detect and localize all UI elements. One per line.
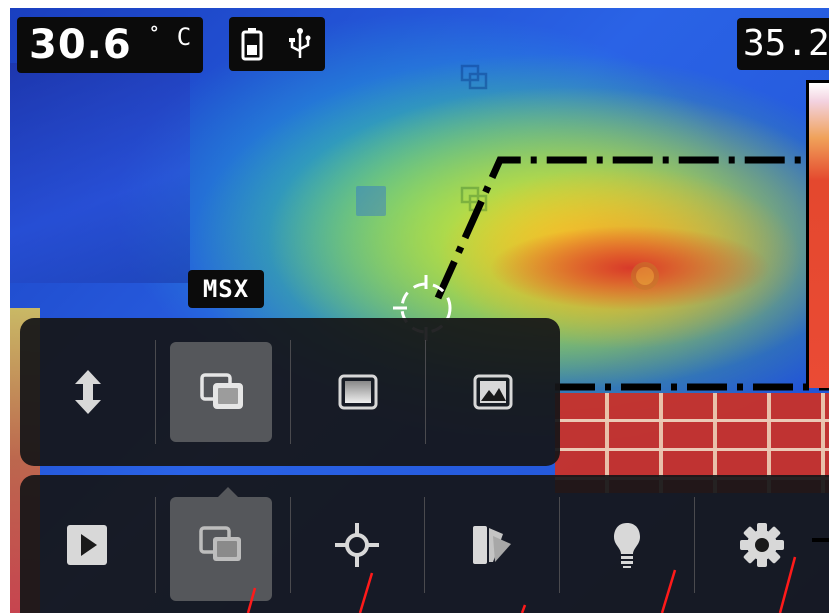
temperature-scale-bar [806, 80, 829, 388]
measurement-button[interactable] [289, 475, 425, 613]
adjust-vertical-icon [74, 370, 101, 414]
temperature-readout: 30.6 ° C [17, 17, 204, 73]
temperature-value: 30.6 [29, 22, 132, 68]
thermal-image-button[interactable] [290, 318, 425, 466]
image-mode-menu [20, 318, 560, 466]
lamp-icon [613, 523, 640, 568]
visual-image-button[interactable] [425, 318, 560, 466]
picture-in-picture-icon [199, 373, 243, 409]
image-mode-icon [199, 526, 242, 561]
temperature-degree-symbol: ° [149, 23, 159, 44]
crosshair-icon [335, 523, 380, 567]
scale-max-temperature: 35.2 [737, 18, 829, 70]
main-toolbar [20, 475, 829, 613]
ghost-lamp-icon [631, 262, 659, 290]
lamp-button[interactable] [559, 475, 694, 613]
image-mode-button[interactable] [154, 475, 290, 613]
vertical-adjust-button[interactable] [20, 318, 155, 466]
temperature-unit: C [176, 23, 192, 51]
msx-mode-label: MSX [188, 270, 264, 308]
settings-button[interactable] [694, 475, 829, 613]
play-icon [67, 525, 108, 565]
selection-caret [218, 487, 238, 497]
picture-in-picture-button[interactable] [155, 318, 290, 466]
color-palette-icon [472, 526, 511, 564]
visual-image-icon [473, 374, 512, 410]
ghost-picture-in-picture-icon [460, 64, 488, 90]
thermal-image-icon [338, 374, 377, 410]
status-indicators [229, 17, 325, 71]
battery-icon [241, 28, 263, 61]
measurement-region-line [434, 156, 829, 391]
usb-icon [289, 28, 311, 58]
color-palette-button[interactable] [424, 475, 559, 613]
gear-icon [739, 523, 784, 567]
background-object [10, 63, 190, 283]
ghost-play-icon [356, 186, 386, 216]
playback-button[interactable] [20, 475, 155, 613]
